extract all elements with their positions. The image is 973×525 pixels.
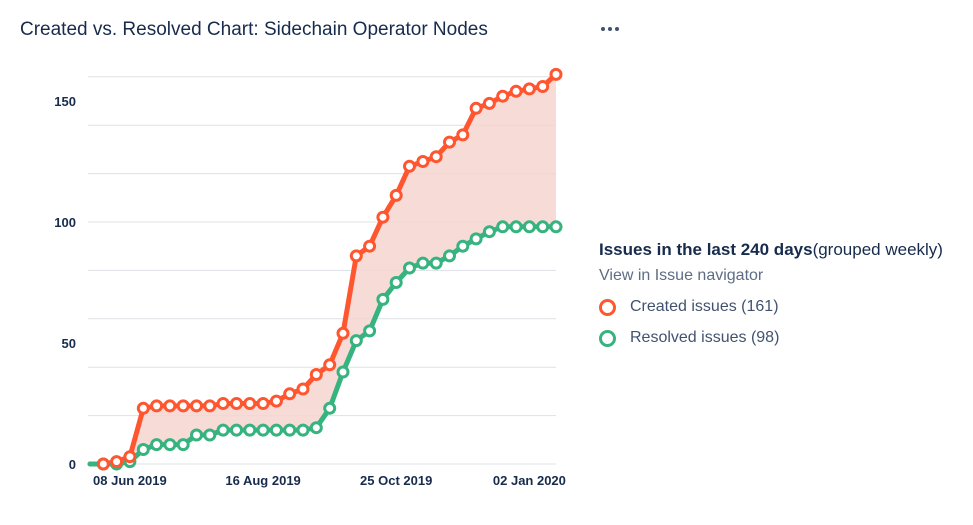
created-point — [269, 394, 283, 408]
created-point — [376, 210, 390, 224]
created-point — [496, 89, 510, 103]
resolved-point — [349, 334, 363, 348]
resolved-point — [482, 225, 496, 239]
created-point — [150, 399, 164, 413]
more-options-button[interactable] — [596, 18, 624, 40]
created-point — [469, 101, 483, 115]
chart-legend: Issues in the last 240 days(grouped week… — [599, 240, 964, 347]
created-point — [309, 368, 323, 381]
resolved-point — [376, 292, 390, 306]
created-circle-icon — [599, 298, 616, 316]
resolved-point — [323, 401, 337, 415]
resolved-point — [336, 365, 350, 379]
created-point — [243, 397, 257, 410]
created-point — [163, 399, 177, 413]
issue-navigator-link[interactable]: View in Issue navigator — [599, 267, 764, 284]
resolved-point — [136, 443, 150, 456]
created-point — [110, 455, 124, 469]
created-point — [190, 399, 203, 413]
y-axis-ticks: 0 50 100 150 — [54, 94, 76, 472]
resolved-point — [456, 239, 470, 253]
more-dot — [615, 27, 619, 31]
resolved-circle-icon — [599, 329, 616, 347]
created-point — [349, 249, 363, 263]
resolved-point — [429, 256, 443, 270]
created-point — [296, 382, 310, 396]
resolved-point — [243, 423, 257, 437]
legend-heading: Issues in the last 240 days(grouped week… — [599, 240, 964, 260]
legend-heading-bold: Issues in the last 240 days — [599, 240, 813, 259]
x-tick-label: 02 Jan 2020 — [493, 473, 566, 488]
created-point — [136, 401, 150, 415]
resolved-point — [283, 423, 297, 437]
legend-item-created[interactable]: Created issues (161) — [599, 298, 964, 316]
created-point — [509, 84, 523, 98]
created-resolved-gap-area — [90, 74, 556, 465]
created-point — [323, 358, 337, 372]
gap-area — [90, 74, 556, 465]
resolved-point — [469, 232, 483, 246]
x-axis-ticks: 08 Jun 2019 16 Aug 2019 25 Oct 2019 02 Jan … — [93, 473, 566, 488]
resolved-point — [309, 421, 323, 435]
resolved-point — [549, 220, 563, 234]
series-points — [96, 67, 563, 471]
resolved-point — [216, 423, 230, 437]
x-tick-label: 25 Oct 2019 — [360, 473, 432, 488]
resolved-point — [496, 220, 510, 234]
created-point — [256, 397, 270, 410]
resolved-point — [509, 220, 523, 234]
more-horizontal-icon — [601, 27, 605, 31]
created-point — [482, 96, 496, 110]
legend-created-label: Created issues (161) — [630, 298, 779, 315]
legend-heading-grouping: (grouped weekly) — [812, 240, 943, 259]
resolved-point — [190, 428, 203, 442]
resolved-point — [416, 256, 430, 270]
created-point — [336, 326, 350, 340]
y-tick-label: 0 — [69, 457, 76, 472]
x-tick-label: 08 Jun 2019 — [93, 473, 167, 488]
y-tick-label: 100 — [54, 215, 76, 230]
resolved-point — [522, 220, 536, 234]
created-point — [443, 135, 456, 149]
created-point — [429, 150, 443, 164]
resolved-point — [389, 276, 403, 289]
x-tick-label: 16 Aug 2019 — [225, 473, 300, 488]
created-point — [176, 399, 190, 413]
created-point — [522, 82, 536, 96]
created-point — [363, 239, 377, 253]
resolved-point — [269, 423, 283, 437]
created-point — [549, 67, 563, 81]
y-tick-label: 50 — [62, 336, 76, 351]
created-point — [96, 457, 110, 471]
created-point — [203, 399, 217, 413]
legend-item-resolved[interactable]: Resolved issues (98) — [599, 329, 964, 347]
y-tick-label: 150 — [54, 94, 76, 109]
more-dot — [608, 27, 612, 31]
created-point — [230, 397, 243, 410]
resolved-point — [363, 324, 377, 338]
resolved-point — [256, 423, 270, 437]
resolved-point — [176, 438, 190, 452]
resolved-point — [403, 261, 416, 275]
resolved-point — [443, 249, 456, 263]
created-point — [389, 188, 403, 202]
resolved-point — [536, 220, 550, 234]
created-point — [216, 397, 230, 410]
resolved-point — [230, 423, 243, 437]
chart-title: Created vs. Resolved Chart: Sidechain Op… — [20, 19, 488, 40]
created-point — [123, 450, 137, 464]
resolved-point — [150, 438, 164, 452]
resolved-point — [296, 423, 310, 437]
created-point — [456, 128, 470, 142]
resolved-point — [163, 438, 177, 452]
created-vs-resolved-chart: 0 50 100 150 08 Jun 2019 16 Aug 2019 25 Oct 2… — [54, 67, 566, 488]
legend-resolved-label: Resolved issues (98) — [630, 329, 780, 346]
created-point — [536, 80, 550, 93]
created-point — [283, 387, 297, 401]
resolved-point — [203, 428, 217, 442]
created-point — [403, 159, 416, 173]
created-point — [416, 155, 430, 168]
